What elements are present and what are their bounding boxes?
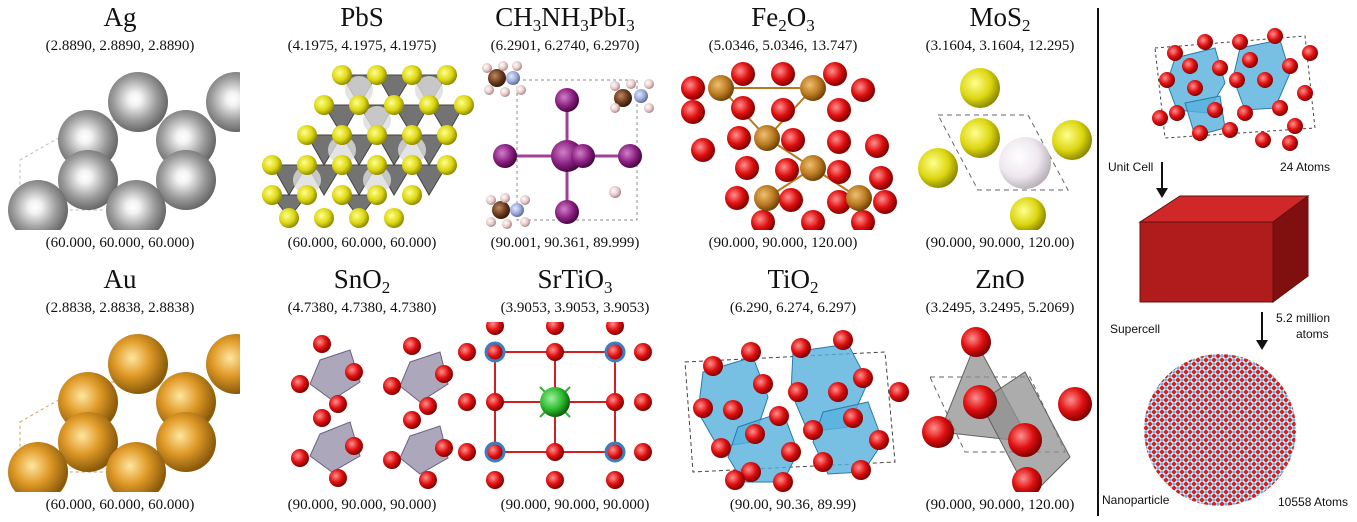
lattice-constants: (3.9053, 3.9053, 3.9053) xyxy=(500,300,650,316)
au-structure-illustration xyxy=(8,334,240,492)
unit-cell-atom-count: 24 Atoms xyxy=(1280,160,1331,174)
down-arrow-icon xyxy=(1256,312,1268,350)
panel-title: SrTiO3 xyxy=(537,264,613,297)
lattice-constants: (2.8838, 2.8838, 2.8838) xyxy=(45,300,195,316)
fe2o3-structure-illustration xyxy=(681,62,897,230)
lattice-constants: (4.7380, 4.7380, 4.7380) xyxy=(287,300,437,316)
panel-title: Au xyxy=(103,264,137,294)
lattice-constants: (6.290, 6.274, 6.297) xyxy=(729,300,857,316)
panel-title: Fe2O3 xyxy=(751,2,815,35)
srtio3-structure-illustration xyxy=(458,322,652,489)
nanoparticle-illustration xyxy=(1144,354,1296,506)
lattice-constants: (3.1604, 3.1604, 12.295) xyxy=(925,38,1075,54)
supercell-label: Supercell xyxy=(1110,322,1161,336)
supercell-atom-count-line2: atoms xyxy=(1296,327,1329,341)
panel-srtio3: SrTiO3 (3.9053, 3.9053, 3.9053) (90.000,… xyxy=(455,262,695,517)
zno-structure-illustration xyxy=(922,327,1092,492)
panel-fe2o3: Fe2O3 (5.0346, 5.0346, 13.747) (90.000, … xyxy=(663,0,903,255)
lattice-angles: (90.000, 90.000, 120.00) xyxy=(925,497,1075,513)
sno2-structure-illustration xyxy=(291,335,453,489)
panel-mapbi3: CH3NH3PbI3 (6.2901, 6.2740, 6.2970) (90.… xyxy=(445,0,685,255)
pbs-structure-illustration xyxy=(262,65,474,228)
panel-title: TiO2 xyxy=(767,264,819,297)
nanoparticle-label: Nanoparticle xyxy=(1102,493,1170,507)
nanoparticle-atom-count: 10558 Atoms xyxy=(1278,495,1349,509)
panel-title: CH3NH3PbI3 xyxy=(495,2,635,35)
workflow-column: Unit Cell 24 Atoms Supercell 5.2 million… xyxy=(1100,0,1357,522)
ag-structure-illustration xyxy=(8,72,240,230)
panel-zno: ZnO (3.2495, 3.2495, 5.2069) (90.000, 90… xyxy=(880,262,1120,517)
lattice-angles: (90.000, 90.000, 90.000) xyxy=(500,497,650,513)
tio2-structure-illustration xyxy=(684,330,909,492)
lattice-angles: (60.000, 60.000, 60.000) xyxy=(287,235,437,251)
panel-sno2: SnO2 (4.7380, 4.7380, 4.7380) (90.000, 9… xyxy=(242,262,482,517)
panel-title: ZnO xyxy=(975,264,1025,294)
supercell-illustration xyxy=(1138,195,1310,303)
panel-title: SnO2 xyxy=(333,264,391,297)
lattice-angles: (60.000, 60.000, 60.000) xyxy=(45,497,195,513)
lattice-constants: (6.2901, 6.2740, 6.2970) xyxy=(490,38,640,54)
unit-cell-illustration xyxy=(1152,28,1318,151)
panel-title: PbS xyxy=(340,2,384,32)
panel-au: Au (2.8838, 2.8838, 2.8838) (60.000, 60.… xyxy=(0,262,240,517)
lattice-angles: (60.000, 60.000, 60.000) xyxy=(45,235,195,251)
panel-pbs: PbS (4.1975, 4.1975, 4.1975) (60.000, 60… xyxy=(242,0,482,255)
lattice-angles: (90.000, 90.000, 120.00) xyxy=(925,235,1075,251)
mapbi3-structure-illustration xyxy=(482,61,654,229)
lattice-angles: (90.001, 90.361, 89.999) xyxy=(490,235,640,251)
down-arrow-icon xyxy=(1156,162,1168,198)
panel-title: MoS2 xyxy=(969,2,1031,35)
lattice-angles: (90.00, 90.36, 89.99) xyxy=(729,497,857,513)
unit-cell-label: Unit Cell xyxy=(1108,160,1154,174)
panel-divider xyxy=(1097,8,1099,516)
lattice-constants: (5.0346, 5.0346, 13.747) xyxy=(708,38,858,54)
panel-ag: Ag (2.8890, 2.8890, 2.8890) (60.000, 60.… xyxy=(0,0,240,255)
lattice-constants: (3.2495, 3.2495, 5.2069) xyxy=(925,300,1075,316)
lattice-angles: (90.000, 90.000, 120.00) xyxy=(708,235,858,251)
lattice-angles: (90.000, 90.000, 90.000) xyxy=(287,497,437,513)
lattice-constants: (4.1975, 4.1975, 4.1975) xyxy=(287,38,437,54)
panel-mos2: MoS2 (3.1604, 3.1604, 12.295) (90.000, 9… xyxy=(880,0,1120,255)
mos2-structure-illustration xyxy=(918,68,1092,230)
panel-tio2: TiO2 (6.290, 6.274, 6.297) (90.00, 90.36… xyxy=(673,262,913,517)
panel-title: Ag xyxy=(103,2,137,32)
supercell-atom-count-line1: 5.2 million xyxy=(1276,311,1331,325)
lattice-constants: (2.8890, 2.8890, 2.8890) xyxy=(45,38,195,54)
